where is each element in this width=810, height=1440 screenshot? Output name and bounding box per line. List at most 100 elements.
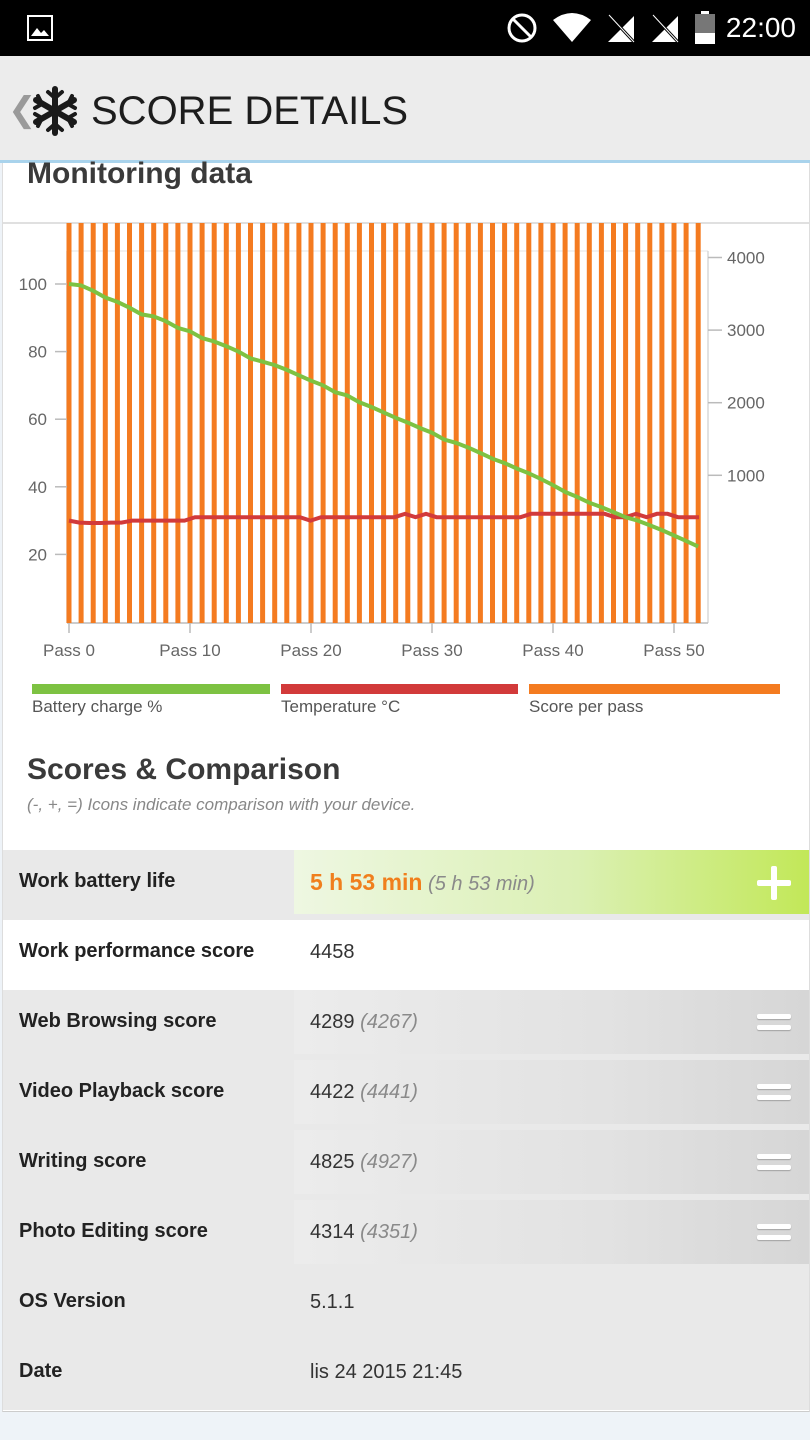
score-bar (683, 223, 689, 623)
monitoring-title: Monitoring data (27, 157, 252, 190)
no-signal-icon-2 (651, 13, 680, 44)
score-bar (199, 223, 205, 623)
legend-battery: Battery charge % (32, 684, 270, 717)
row-value: 4289 (4267) (310, 990, 418, 1054)
left-tick-label: 20 (28, 545, 47, 564)
left-tick-label: 100 (19, 275, 47, 294)
score-bar (66, 223, 72, 623)
score-value: 4422 (310, 1081, 355, 1103)
score-bar (308, 223, 314, 624)
row-label: Work battery life (19, 870, 176, 892)
x-tick-label: Pass 0 (43, 641, 95, 660)
score-bar (211, 223, 217, 623)
score-bar (393, 223, 399, 623)
row-value: 4314 (4351) (310, 1200, 418, 1264)
row-label: OS Version (19, 1290, 126, 1312)
score-bar (477, 223, 483, 623)
score-bar (659, 223, 665, 623)
clock: 22:00 (725, 12, 796, 43)
score-bar (453, 223, 459, 623)
row-value: lis 24 2015 21:45 (310, 1361, 463, 1383)
score-details-card: Monitoring data 100 80 60 40 20 4000 3000 2000 1… (2, 157, 810, 1412)
equals-icon (757, 1154, 791, 1174)
table-row: Video Playback score 4422 (4441) (3, 1060, 809, 1130)
left-tick-label: 40 (28, 478, 47, 497)
score-bar (429, 223, 435, 624)
score-bar (139, 223, 145, 623)
row-label: Video Playback score (19, 1080, 225, 1102)
row-value-cell: lis 24 2015 21:45 (294, 1340, 809, 1404)
legend-score: Score per pass (529, 684, 780, 717)
score-bar (127, 223, 132, 623)
score-bar (356, 223, 362, 624)
score-bar (235, 223, 241, 623)
wifi-icon (553, 13, 591, 42)
row-value-cell: 5.1.1 (294, 1270, 809, 1334)
score-bar (502, 223, 508, 623)
score-value: 4825 (310, 1151, 355, 1173)
reference-value: (4267) (360, 1011, 418, 1033)
row-value-cell: 4825 (4927) (294, 1130, 809, 1194)
do-not-disturb-icon (507, 13, 537, 43)
score-bar (320, 223, 326, 623)
score-bar (248, 223, 253, 623)
score-bar (344, 223, 350, 623)
score-bar (635, 223, 641, 623)
score-value: 4314 (310, 1221, 355, 1243)
reference-value: (4441) (360, 1081, 418, 1103)
row-value-cell: 4314 (4351) (294, 1200, 809, 1264)
battery-icon (695, 11, 715, 44)
status-bar: 22:00 (0, 0, 810, 56)
score-bar (332, 223, 338, 623)
table-row: Writing score 4825 (4927) (3, 1130, 809, 1200)
score-bar (623, 223, 629, 623)
score-bar (90, 223, 96, 623)
equals-icon (757, 1014, 791, 1034)
score-bar (550, 223, 556, 624)
score-bar (78, 223, 84, 623)
x-tick-label: Pass 50 (643, 641, 704, 660)
score-bar (369, 223, 374, 623)
temperature-line (68, 511, 699, 525)
table-row: OS Version 5.1.1 (3, 1270, 809, 1340)
row-value-cell: 5 h 53 min (5 h 53 min) (294, 850, 809, 914)
legend-score-label: Score per pass (529, 697, 644, 716)
score-bar (441, 223, 447, 623)
score-bar (526, 223, 532, 624)
table-row: Web Browsing score 4289 (4267) (3, 990, 809, 1060)
score-bar (562, 223, 568, 623)
legend-battery-label: Battery charge % (32, 697, 163, 716)
table-row: Work performance score 4458 (3, 920, 809, 990)
legend-temperature-label: Temperature °C (281, 697, 401, 716)
reference-value: (4351) (360, 1221, 418, 1243)
page-title: SCORE DETAILS (91, 89, 409, 133)
score-bar (574, 223, 580, 623)
row-value-cell: 4289 (4267) (294, 990, 809, 1054)
back-button[interactable]: ❮ (8, 91, 37, 129)
row-label: Photo Editing score (19, 1220, 208, 1242)
x-tick-label: Pass 10 (159, 641, 220, 660)
image-notification-icon (27, 15, 53, 41)
left-tick-label: 60 (28, 410, 47, 429)
score-bar (598, 223, 604, 623)
score-bar (296, 223, 302, 623)
battery-life-value: 5 h 53 min (310, 869, 423, 895)
right-tick-label: 1000 (727, 466, 765, 485)
legend-temperature: Temperature °C (281, 684, 518, 717)
score-value: 4289 (310, 1011, 355, 1033)
score-bar (465, 223, 471, 624)
legend-temperature-swatch (281, 684, 518, 694)
score-bar (514, 223, 520, 623)
table-row: Work battery life 5 h 53 min (5 h 53 min… (3, 850, 809, 920)
row-value-cell: 4422 (4441) (294, 1060, 809, 1124)
row-label: Work performance score (19, 940, 255, 962)
score-bar (272, 223, 278, 624)
row-value: 5 h 53 min (5 h 53 min) (310, 850, 535, 916)
x-tick-label: Pass 30 (401, 641, 462, 660)
row-value: 5.1.1 (310, 1291, 355, 1313)
legend-score-swatch (529, 684, 780, 694)
battery-line (68, 282, 700, 549)
score-bar (175, 223, 181, 623)
table-row: Date lis 24 2015 21:45 (3, 1340, 809, 1410)
score-bar (381, 223, 387, 623)
